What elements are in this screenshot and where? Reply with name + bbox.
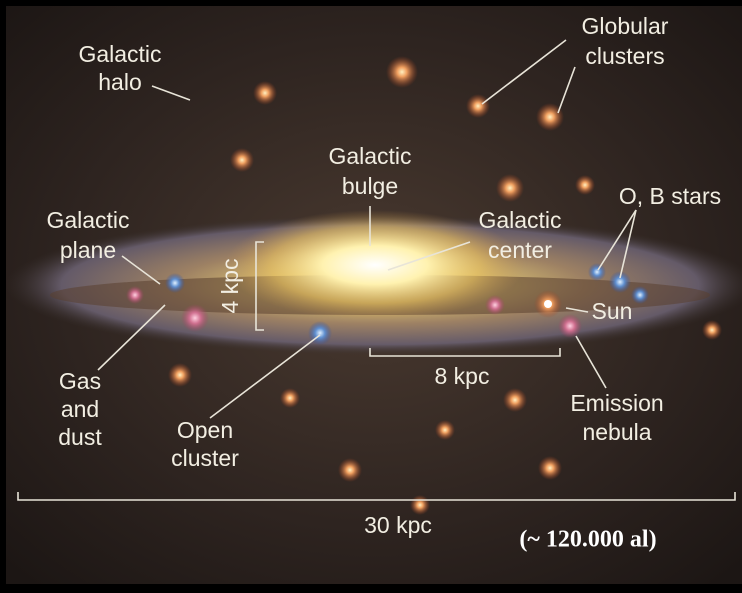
label: O, B stars — [619, 183, 721, 209]
label: clusters — [585, 43, 664, 69]
label: Galactic — [478, 207, 561, 233]
label: cluster — [171, 445, 239, 471]
label: Globular — [582, 13, 669, 39]
scale-label: 30 kpc — [364, 512, 432, 538]
label: Open — [177, 417, 233, 443]
label: center — [488, 237, 552, 263]
label: and — [61, 396, 99, 422]
label: plane — [60, 237, 116, 263]
scale-label: 4 kpc — [217, 259, 243, 314]
label: Sun — [592, 298, 633, 324]
note: (~ 120.000 al) — [519, 527, 656, 553]
label: halo — [98, 69, 141, 95]
label: Galactic — [46, 207, 129, 233]
label: Galactic — [78, 41, 161, 67]
label: nebula — [582, 419, 651, 445]
label: Gas — [59, 368, 101, 394]
label: dust — [58, 424, 102, 450]
scale-label: 8 kpc — [435, 363, 490, 389]
label: bulge — [342, 173, 398, 199]
label: Emission — [570, 390, 663, 416]
galaxy-diagram: Galactic halo Globular clusters Galactic… — [0, 0, 742, 593]
label: Galactic — [328, 143, 411, 169]
